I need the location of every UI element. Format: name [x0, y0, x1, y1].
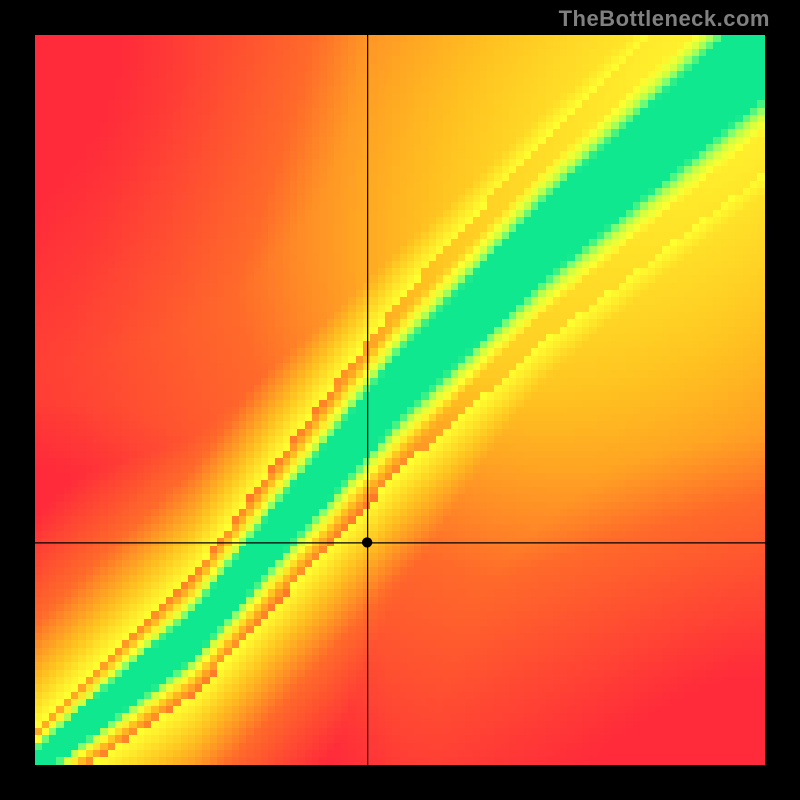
watermark-text: TheBottleneck.com	[559, 6, 770, 32]
heatmap-canvas	[35, 35, 765, 765]
chart-container: TheBottleneck.com	[0, 0, 800, 800]
plot-area	[35, 35, 765, 765]
